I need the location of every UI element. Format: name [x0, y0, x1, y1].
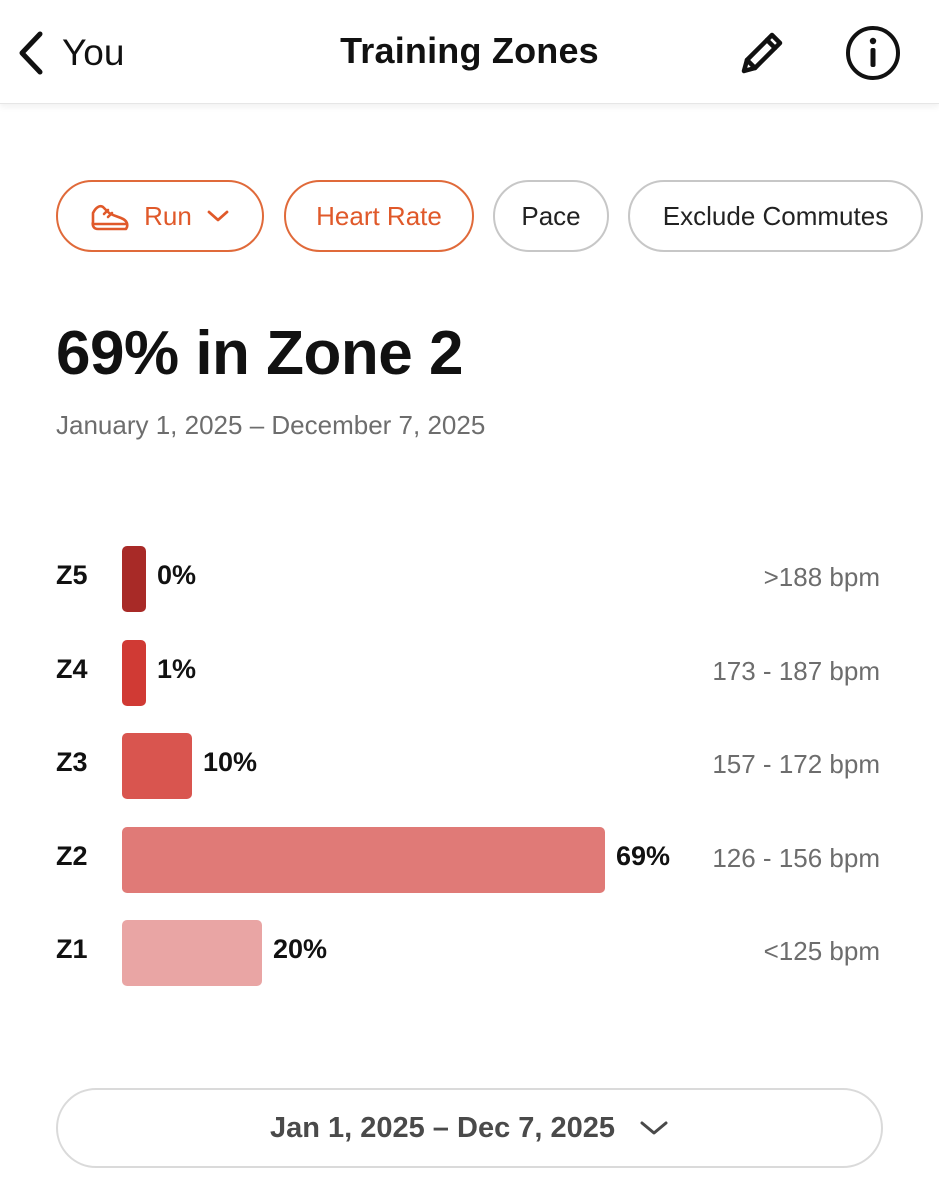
zone-bpm-range: 157 - 172 bpm	[712, 749, 880, 779]
info-icon	[846, 26, 900, 80]
zone-row-z3: Z3 10% 157 - 172 bpm	[0, 733, 939, 799]
zone-bar	[122, 733, 192, 799]
pencil-icon	[741, 32, 783, 74]
chevron-down-icon	[207, 210, 229, 222]
zone-bar	[122, 546, 146, 612]
zone-row-z1: Z1 20% <125 bpm	[0, 920, 939, 986]
zone-summary-headline: 69% in Zone 2	[56, 319, 463, 388]
summary-date-range: January 1, 2025 – December 7, 2025	[56, 410, 486, 440]
page-title: Training Zones	[340, 30, 599, 71]
zone-label: Z5	[56, 560, 88, 590]
info-button[interactable]	[842, 22, 904, 84]
edit-button[interactable]	[731, 22, 793, 84]
back-label: You	[62, 32, 125, 73]
zone-label: Z1	[56, 934, 88, 964]
zone-bar	[122, 827, 605, 893]
zone-percent: 10%	[203, 747, 258, 777]
zone-percent: 69%	[616, 841, 671, 871]
zone-label: Z3	[56, 747, 88, 777]
zone-bpm-range: 173 - 187 bpm	[712, 656, 880, 686]
zone-bar	[122, 640, 146, 706]
date-range-selector[interactable]: Jan 1, 2025 – Dec 7, 2025	[56, 1088, 883, 1168]
pace-filter-chip[interactable]: Pace	[493, 180, 609, 252]
zone-row-z4: Z4 1% 173 - 187 bpm	[0, 640, 939, 706]
back-button[interactable]: You	[14, 24, 124, 82]
zone-row-z2: Z2 69% 126 - 156 bpm	[0, 827, 939, 893]
sport-filter-chip[interactable]: Run	[56, 180, 264, 252]
zone-bpm-range: <125 bpm	[763, 936, 880, 966]
top-nav-bar: You Training Zones	[0, 0, 939, 104]
filter-bar: Run Heart Rate Pace Exclude Commutes	[56, 180, 926, 252]
heart-rate-filter-chip[interactable]: Heart Rate	[284, 180, 474, 252]
shoe-icon	[91, 204, 129, 231]
date-range-selector-label: Jan 1, 2025 – Dec 7, 2025	[269, 1111, 616, 1144]
zone-percent: 20%	[273, 934, 328, 964]
zone-label: Z2	[56, 841, 88, 871]
chevron-down-icon	[640, 1121, 668, 1135]
zone-bar	[122, 920, 262, 986]
exclude-commutes-chip[interactable]: Exclude Commutes	[628, 180, 923, 252]
zone-percent: 0%	[157, 560, 197, 590]
sport-filter-label: Run	[144, 200, 192, 231]
zone-bpm-range: 126 - 156 bpm	[712, 843, 880, 873]
zone-bpm-range: >188 bpm	[763, 562, 880, 592]
zone-percent: 1%	[157, 654, 197, 684]
chevron-left-icon	[19, 31, 43, 75]
zone-label: Z4	[56, 654, 88, 684]
zone-row-z5: Z5 0% >188 bpm	[0, 546, 939, 612]
